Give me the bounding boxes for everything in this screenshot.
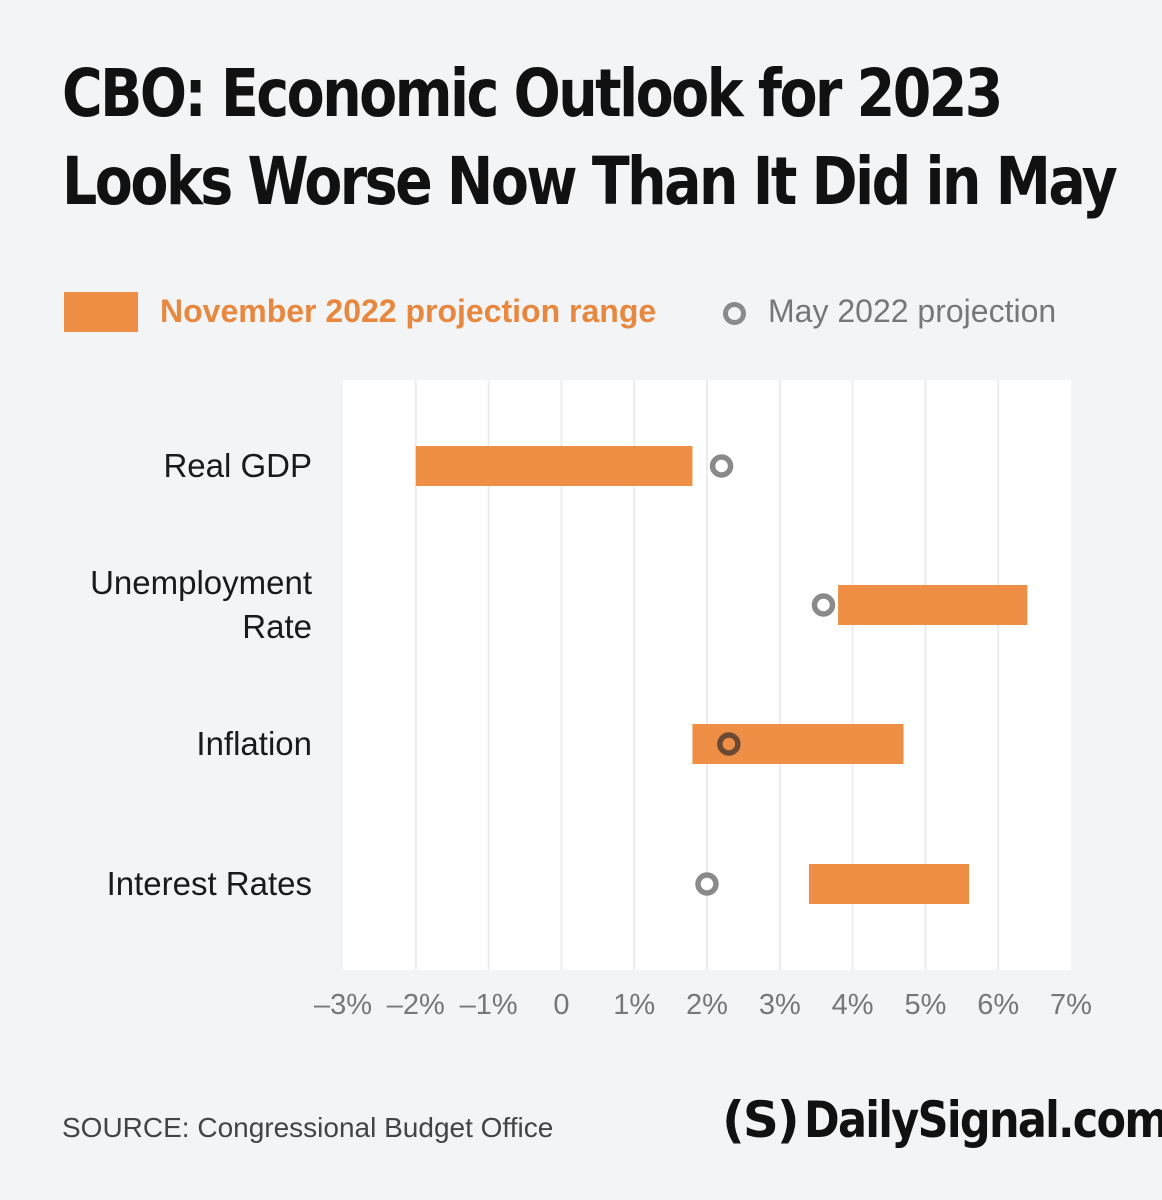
chart-title: CBO: Economic Outlook for 2023 Looks Wor… — [62, 50, 1118, 226]
chart-title-line2: Looks Worse Now Than It Did in May — [62, 143, 1118, 220]
range-bar — [838, 585, 1028, 625]
range-bar — [415, 446, 693, 486]
category-label: Inflation — [196, 725, 312, 762]
legend-range-swatch — [64, 292, 138, 332]
range-bar — [808, 864, 970, 904]
legend-point-label: May 2022 projection — [768, 293, 1057, 329]
category-label: Unemployment Rate — [90, 564, 312, 645]
brand-logo-block: (S) DailySignal.com — [722, 1088, 1162, 1152]
may-projection-point — [695, 872, 719, 896]
chart-legend: November 2022 projection range May 2022 … — [64, 290, 1124, 332]
category-label: Interest Rates — [106, 865, 312, 902]
x-tick-label: –3% — [314, 989, 372, 1021]
legend-point-marker — [723, 302, 746, 325]
x-tick-label: 6% — [977, 989, 1019, 1021]
may-projection-point — [709, 454, 734, 478]
range-bar — [692, 724, 904, 764]
x-tick-label: 2% — [686, 989, 728, 1021]
legend-range-label: November 2022 projection range — [160, 293, 657, 329]
x-tick-label: 7% — [1050, 989, 1092, 1021]
x-tick-label: 0 — [553, 989, 569, 1021]
x-tick-label: –2% — [387, 989, 445, 1021]
x-tick-label: 3% — [759, 989, 801, 1021]
x-tick-label: 5% — [904, 989, 946, 1021]
may-projection-point — [811, 593, 836, 617]
brand-s-icon: (S) — [722, 1091, 800, 1149]
x-tick-label: 1% — [613, 989, 655, 1021]
may-projection-point — [717, 732, 741, 756]
source-note: SOURCE: Congressional Budget Office — [62, 1112, 554, 1143]
brand-name: DailySignal.com — [803, 1091, 1162, 1149]
chart-title-line1: CBO: Economic Outlook for 2023 — [62, 55, 1003, 132]
x-tick-label: –1% — [460, 989, 518, 1021]
x-tick-label: 4% — [832, 989, 874, 1021]
category-label: Real GDP — [163, 447, 312, 484]
